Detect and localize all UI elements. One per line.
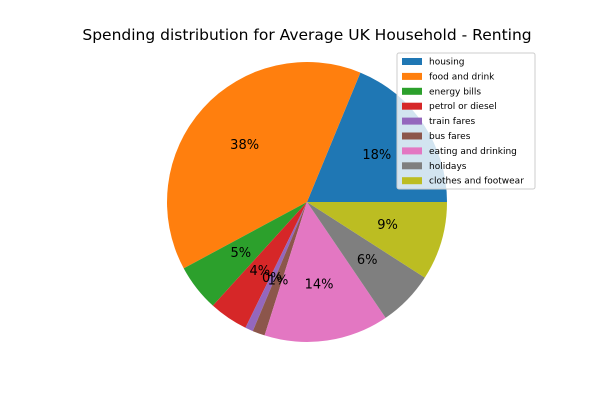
legend-label-food-and-drink: food and drink (429, 72, 495, 82)
pct-label-food-and-drink: 38% (230, 138, 259, 153)
legend-swatch-eating-and-drinking (402, 147, 422, 155)
legend-label-energy-bills: energy bills (429, 87, 481, 97)
legend-label-eating-and-drinking: eating and drinking (429, 147, 517, 157)
legend-swatch-clothes-and-footwear (402, 177, 422, 185)
pie-slice-energy-bills (183, 202, 307, 306)
legend-label-holidays: holidays (429, 162, 467, 172)
legend-swatch-train-fares (402, 117, 422, 125)
legend-swatch-food-and-drink (402, 72, 422, 80)
legend: housing food and drink energy bills petrol … (396, 52, 536, 190)
pie-slice-clothes-and-footwear (307, 202, 447, 278)
legend-label-housing: housing (429, 58, 465, 68)
legend-frame (396, 52, 536, 190)
pct-label-eating-and-drinking: 14% (305, 278, 334, 293)
pct-label-clothes-and-footwear: 9% (377, 218, 398, 233)
pct-label-energy-bills: 5% (231, 246, 252, 261)
legend-swatch-energy-bills (402, 87, 422, 95)
pie-slices (167, 61, 447, 342)
legend-swatch-bus-fares (402, 132, 422, 140)
legend-label-bus-fares: bus fares (429, 132, 471, 142)
legend-swatch-holidays (402, 162, 422, 170)
legend-swatch-housing (402, 58, 422, 65)
chart-title: Spending distribution for Average UK Hou… (82, 26, 531, 44)
pct-label-housing: 18% (362, 148, 391, 163)
pct-label-bus-fares: 1% (268, 273, 289, 288)
pie-slice-food-and-drink (167, 61, 361, 269)
legend-label-petrol-or-diesel: petrol or diesel (429, 102, 497, 112)
pie-slice-eating-and-drinking (264, 202, 386, 342)
percentage-labels: 18% 38% 5% 4%0%1% 14% 6% 9% (230, 138, 398, 292)
pct-label-holidays: 6% (357, 253, 378, 268)
legend-swatch-petrol-or-diesel (402, 102, 422, 110)
pie-slice-bus-fares (252, 202, 307, 336)
legend-label-train-fares: train fares (429, 117, 476, 127)
pie-slice-train-fares (245, 202, 307, 332)
pct-label-petrol-or-diesel: 4% (250, 264, 271, 279)
pct-label-train-fares: 0% (262, 271, 283, 286)
legend-label-clothes-and-footwear: clothes and footwear (429, 177, 524, 187)
pie-slice-petrol-or-diesel (212, 202, 307, 328)
pie-slice-holidays (307, 202, 425, 318)
